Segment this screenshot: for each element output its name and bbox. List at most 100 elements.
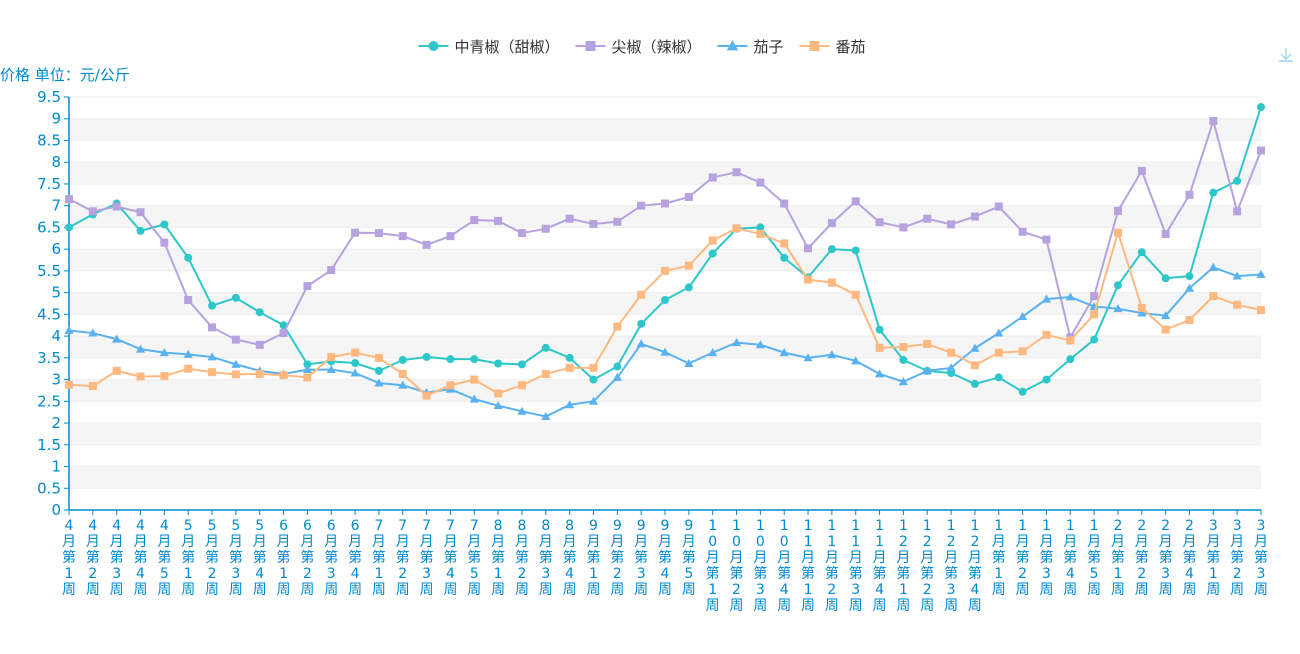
data-point[interactable] [1113, 206, 1122, 215]
data-point[interactable] [1161, 229, 1170, 238]
data-point[interactable] [303, 282, 312, 291]
data-point[interactable] [1137, 248, 1146, 257]
data-point[interactable] [1208, 262, 1218, 271]
legend-marker[interactable] [809, 41, 820, 51]
data-point[interactable] [1233, 207, 1242, 216]
data-point[interactable] [637, 201, 646, 210]
data-point[interactable] [1161, 325, 1170, 334]
data-point[interactable] [970, 212, 979, 221]
data-point[interactable] [1137, 166, 1146, 175]
data-point[interactable] [923, 339, 932, 348]
data-point[interactable] [970, 343, 980, 352]
data-point[interactable] [255, 308, 264, 317]
data-point[interactable] [494, 216, 503, 225]
data-point[interactable] [780, 239, 789, 248]
data-point[interactable] [1018, 311, 1028, 320]
data-point[interactable] [207, 352, 217, 361]
data-point[interactable] [851, 356, 861, 365]
data-point[interactable] [350, 368, 360, 377]
data-point[interactable] [183, 349, 193, 358]
legend-item[interactable]: 尖椒（辣椒） [575, 38, 702, 56]
legend-item[interactable]: 茄子 [717, 38, 784, 56]
data-point[interactable] [159, 348, 169, 357]
data-point[interactable] [88, 328, 98, 337]
legend-item[interactable]: 中青椒（甜椒） [418, 38, 560, 56]
data-point[interactable] [851, 246, 860, 255]
data-point[interactable] [898, 377, 908, 386]
data-point[interactable] [351, 359, 360, 368]
data-point[interactable] [302, 364, 312, 374]
data-point[interactable] [565, 400, 575, 409]
data-point[interactable] [303, 373, 312, 382]
data-point[interactable] [875, 325, 884, 334]
data-point[interactable] [398, 380, 408, 389]
data-point[interactable] [398, 232, 407, 241]
data-point[interactable] [994, 348, 1003, 357]
data-point[interactable] [946, 363, 956, 372]
data-point[interactable] [1042, 330, 1051, 339]
data-point[interactable] [136, 208, 145, 217]
data-point[interactable] [255, 369, 264, 378]
download-icon[interactable] [1279, 48, 1293, 62]
data-point[interactable] [970, 379, 979, 388]
data-point[interactable] [279, 371, 288, 380]
data-point[interactable] [208, 323, 217, 332]
legend[interactable]: 中青椒（甜椒） 尖椒（辣椒） 茄子 番茄 [418, 38, 866, 56]
data-point[interactable] [1161, 274, 1170, 283]
data-point[interactable] [398, 369, 407, 378]
data-point[interactable] [708, 173, 717, 182]
data-point[interactable] [589, 375, 598, 384]
legend-marker[interactable] [428, 41, 439, 51]
data-point[interactable] [136, 372, 145, 381]
data-point[interactable] [517, 406, 527, 415]
data-point[interactable] [708, 249, 717, 258]
data-point[interactable] [565, 363, 574, 372]
data-point[interactable] [827, 245, 836, 254]
data-point[interactable] [804, 275, 813, 284]
data-point[interactable] [279, 329, 288, 338]
data-point[interactable] [994, 328, 1004, 337]
data-point[interactable] [827, 219, 836, 228]
data-point[interactable] [446, 355, 455, 364]
data-point[interactable] [827, 350, 837, 359]
data-point[interactable] [303, 360, 312, 369]
data-point[interactable] [1257, 102, 1265, 111]
data-point[interactable] [922, 366, 932, 375]
data-point[interactable] [994, 373, 1003, 382]
data-point[interactable] [1065, 292, 1075, 301]
data-point[interactable] [875, 343, 884, 352]
data-point[interactable] [1185, 190, 1194, 199]
data-point[interactable] [231, 370, 240, 379]
data-point[interactable] [1018, 227, 1027, 236]
data-point[interactable] [1113, 228, 1122, 237]
data-point[interactable] [1184, 283, 1195, 292]
data-point[interactable] [541, 411, 551, 420]
data-point[interactable] [374, 366, 383, 375]
data-point[interactable] [684, 192, 693, 201]
data-point[interactable] [708, 236, 717, 245]
legend-marker[interactable] [726, 40, 739, 51]
data-point[interactable] [661, 296, 669, 305]
data-point[interactable] [804, 244, 813, 253]
data-point[interactable] [613, 217, 622, 226]
legend-item[interactable]: 番茄 [799, 38, 866, 56]
data-point[interactable] [899, 223, 908, 232]
data-point[interactable] [351, 348, 360, 357]
data-point[interactable] [1113, 304, 1123, 313]
data-point[interactable] [994, 202, 1003, 211]
data-point[interactable] [1066, 336, 1075, 345]
data-point[interactable] [923, 214, 932, 223]
data-point[interactable] [874, 369, 885, 378]
data-point[interactable] [780, 199, 789, 208]
data-point[interactable] [1233, 300, 1242, 309]
data-point[interactable] [684, 261, 693, 270]
data-point[interactable] [756, 223, 765, 232]
data-point[interactable] [589, 219, 598, 228]
data-point[interactable] [398, 356, 407, 365]
data-point[interactable] [612, 372, 622, 381]
data-point[interactable] [1137, 303, 1146, 312]
data-point[interactable] [803, 353, 813, 362]
data-point[interactable] [184, 253, 193, 262]
data-point[interactable] [970, 361, 979, 370]
data-point[interactable] [112, 366, 121, 375]
